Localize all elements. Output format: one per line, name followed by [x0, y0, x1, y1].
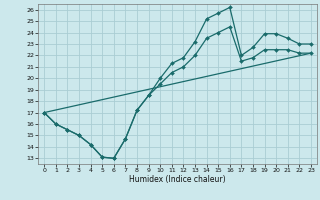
X-axis label: Humidex (Indice chaleur): Humidex (Indice chaleur) — [129, 175, 226, 184]
